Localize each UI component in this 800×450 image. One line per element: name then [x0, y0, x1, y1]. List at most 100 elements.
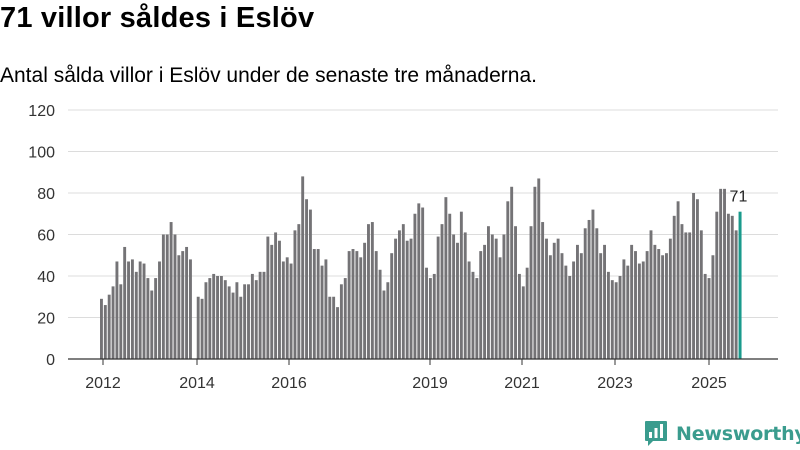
bar	[630, 244, 634, 360]
bar	[285, 257, 289, 359]
bar	[266, 236, 270, 359]
bar	[165, 234, 169, 359]
bar	[397, 230, 401, 359]
bar	[695, 199, 699, 359]
bar	[614, 282, 618, 359]
bar	[637, 263, 641, 359]
bar	[692, 193, 696, 359]
bar	[405, 240, 409, 359]
bar	[502, 234, 506, 359]
bar	[436, 236, 440, 359]
bar	[146, 278, 150, 359]
newsworthy-logo: Newsworthy	[644, 419, 800, 449]
bar	[545, 238, 548, 359]
bar	[382, 290, 386, 359]
bar	[649, 230, 653, 359]
bar	[626, 265, 630, 360]
bar	[529, 226, 533, 359]
bar	[665, 253, 668, 359]
bar	[258, 271, 262, 359]
bar	[715, 211, 719, 359]
x-tick-label: 2016	[271, 375, 307, 392]
bar	[711, 255, 715, 359]
bar	[672, 215, 676, 359]
x-tick-label: 2012	[85, 375, 121, 392]
bar	[111, 286, 115, 360]
bar	[622, 259, 626, 359]
bar	[498, 257, 502, 359]
bar	[448, 213, 452, 359]
chart-title: 71 villor såldes i Eslöv	[0, 2, 315, 34]
bar	[603, 244, 606, 360]
bar	[506, 201, 510, 359]
bar	[479, 251, 483, 359]
bar	[537, 178, 541, 359]
bar	[409, 238, 413, 359]
bar	[127, 261, 130, 359]
chart-subtitle: Antal sålda villor i Eslöv under de sena…	[0, 64, 537, 87]
bar-latest	[738, 211, 742, 359]
bar	[703, 273, 707, 359]
bar	[456, 242, 459, 359]
bar	[185, 246, 189, 359]
bar	[556, 238, 560, 359]
bar	[189, 259, 192, 359]
bar	[510, 186, 514, 359]
bar	[177, 255, 181, 359]
bar	[440, 224, 444, 360]
bar	[231, 292, 235, 359]
bar	[158, 261, 161, 359]
bar	[487, 226, 490, 359]
bar	[278, 240, 281, 359]
x-tick-label: 2025	[691, 375, 727, 392]
bar	[428, 278, 432, 359]
y-tick-label: 40	[37, 269, 55, 286]
bar	[107, 294, 111, 359]
bar-chart: 0 20 40 60 80 100 120 2012 2014 2016 2019 2021 2023 2…	[28, 103, 778, 392]
bar	[432, 273, 436, 359]
bar	[401, 224, 405, 360]
bar	[355, 251, 359, 359]
bar	[243, 284, 247, 359]
bar	[494, 238, 498, 359]
y-tick-label: 100	[28, 145, 55, 162]
bar	[343, 278, 347, 359]
bar	[471, 271, 475, 359]
bar	[564, 265, 568, 360]
bar	[517, 273, 521, 359]
bar	[247, 284, 250, 359]
bar	[212, 273, 216, 359]
bar	[444, 197, 448, 359]
bar	[142, 263, 146, 359]
bar	[386, 282, 390, 359]
bar	[134, 271, 138, 359]
bar	[347, 251, 351, 359]
bar	[475, 278, 479, 359]
bar	[320, 265, 324, 360]
bar	[417, 203, 421, 360]
bar	[657, 249, 661, 359]
bar	[514, 226, 517, 359]
bar	[572, 261, 576, 359]
bar	[223, 280, 227, 359]
bar	[123, 246, 127, 359]
bar	[262, 271, 266, 359]
bar	[227, 286, 231, 360]
bar	[680, 224, 684, 360]
bar	[216, 276, 219, 359]
bar	[305, 199, 309, 359]
bar	[618, 276, 622, 359]
bar	[208, 278, 212, 359]
bar	[645, 251, 649, 359]
bar	[467, 261, 471, 359]
bar	[239, 296, 243, 359]
bar	[576, 244, 579, 360]
bar	[312, 249, 316, 359]
bar	[103, 305, 107, 359]
bar	[723, 188, 726, 359]
bar	[250, 273, 254, 359]
bar	[606, 271, 610, 359]
bar	[374, 251, 378, 359]
bar	[591, 209, 595, 359]
bar	[587, 219, 591, 359]
